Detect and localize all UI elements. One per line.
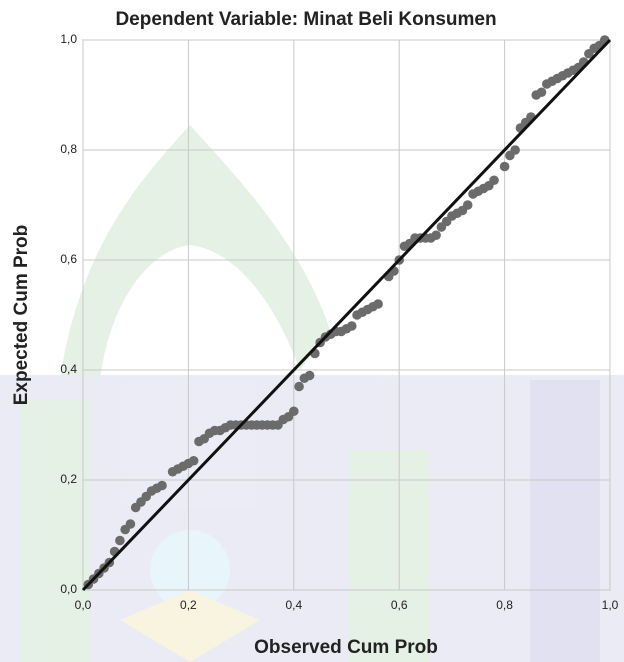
point (157, 481, 167, 491)
point (537, 87, 547, 97)
x-tick-label: 1,0 (602, 598, 619, 612)
point (305, 371, 315, 381)
point (463, 200, 473, 210)
page: Dependent Variable: Minat Beli Konsumen … (0, 0, 624, 662)
x-tick-label: 0,0 (75, 598, 92, 612)
x-tick-label: 0,6 (391, 598, 408, 612)
point (115, 536, 125, 546)
x-axis-label: Observed Cum Prob (254, 637, 438, 658)
point (510, 145, 520, 155)
y-axis-label: Expected Cum Prob (11, 225, 32, 406)
point (289, 406, 299, 416)
point (500, 162, 510, 172)
point (373, 299, 383, 309)
chart-title: Dependent Variable: Minat Beli Konsumen (115, 9, 496, 30)
y-tick-label: 0,4 (60, 362, 77, 376)
point (347, 321, 357, 331)
y-tick-label: 0,6 (60, 252, 77, 266)
y-tick-label: 0,8 (60, 142, 77, 156)
point (189, 456, 199, 466)
point (294, 382, 304, 392)
point (489, 175, 499, 185)
x-tick-label: 0,8 (496, 598, 513, 612)
y-tick-label: 0,0 (60, 582, 77, 596)
point (126, 519, 136, 529)
x-tick-label: 0,2 (180, 598, 197, 612)
chart: Dependent Variable: Minat Beli Konsumen … (0, 0, 624, 662)
y-tick-label: 0,2 (60, 472, 77, 486)
x-tick-label: 0,4 (285, 598, 302, 612)
point (431, 230, 441, 240)
y-tick-label: 1,0 (60, 32, 77, 46)
